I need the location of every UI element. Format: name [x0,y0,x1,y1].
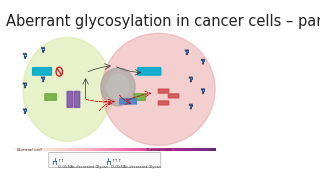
Circle shape [23,109,24,110]
Text: Tumour cell: Tumour cell [146,148,172,152]
Ellipse shape [23,37,112,141]
FancyBboxPatch shape [49,152,161,168]
FancyBboxPatch shape [120,98,136,104]
Ellipse shape [102,33,215,145]
FancyBboxPatch shape [45,94,56,100]
FancyBboxPatch shape [74,91,80,107]
Circle shape [24,112,25,114]
Circle shape [191,104,192,105]
Circle shape [42,77,43,78]
Circle shape [42,48,43,49]
FancyBboxPatch shape [33,68,52,75]
Circle shape [189,77,190,78]
Text: ↑↑↑: ↑↑↑ [111,159,122,163]
Text: Aberrant glycosylation in cancer cells – part 2: Aberrant glycosylation in cancer cells –… [6,14,320,29]
Circle shape [24,57,25,58]
Circle shape [189,104,190,105]
Circle shape [191,77,192,78]
Ellipse shape [107,75,129,99]
Circle shape [43,51,44,52]
Circle shape [23,53,24,55]
Text: Normal cell: Normal cell [17,148,42,152]
FancyBboxPatch shape [158,89,169,93]
FancyBboxPatch shape [158,101,169,105]
Text: O-GlcNAc-decorated Glycan: O-GlcNAc-decorated Glycan [111,165,161,169]
Circle shape [24,86,25,87]
Text: O-GlcNAc-decorated Glycan: O-GlcNAc-decorated Glycan [58,165,107,169]
FancyBboxPatch shape [168,94,179,98]
Circle shape [185,50,186,51]
Circle shape [190,80,191,82]
FancyBboxPatch shape [134,94,146,100]
Text: ↑↑: ↑↑ [58,159,65,163]
FancyBboxPatch shape [67,91,73,107]
Circle shape [190,108,191,109]
Ellipse shape [101,68,135,106]
Circle shape [23,83,24,84]
FancyBboxPatch shape [138,68,161,75]
Circle shape [43,80,44,82]
Circle shape [186,53,187,55]
